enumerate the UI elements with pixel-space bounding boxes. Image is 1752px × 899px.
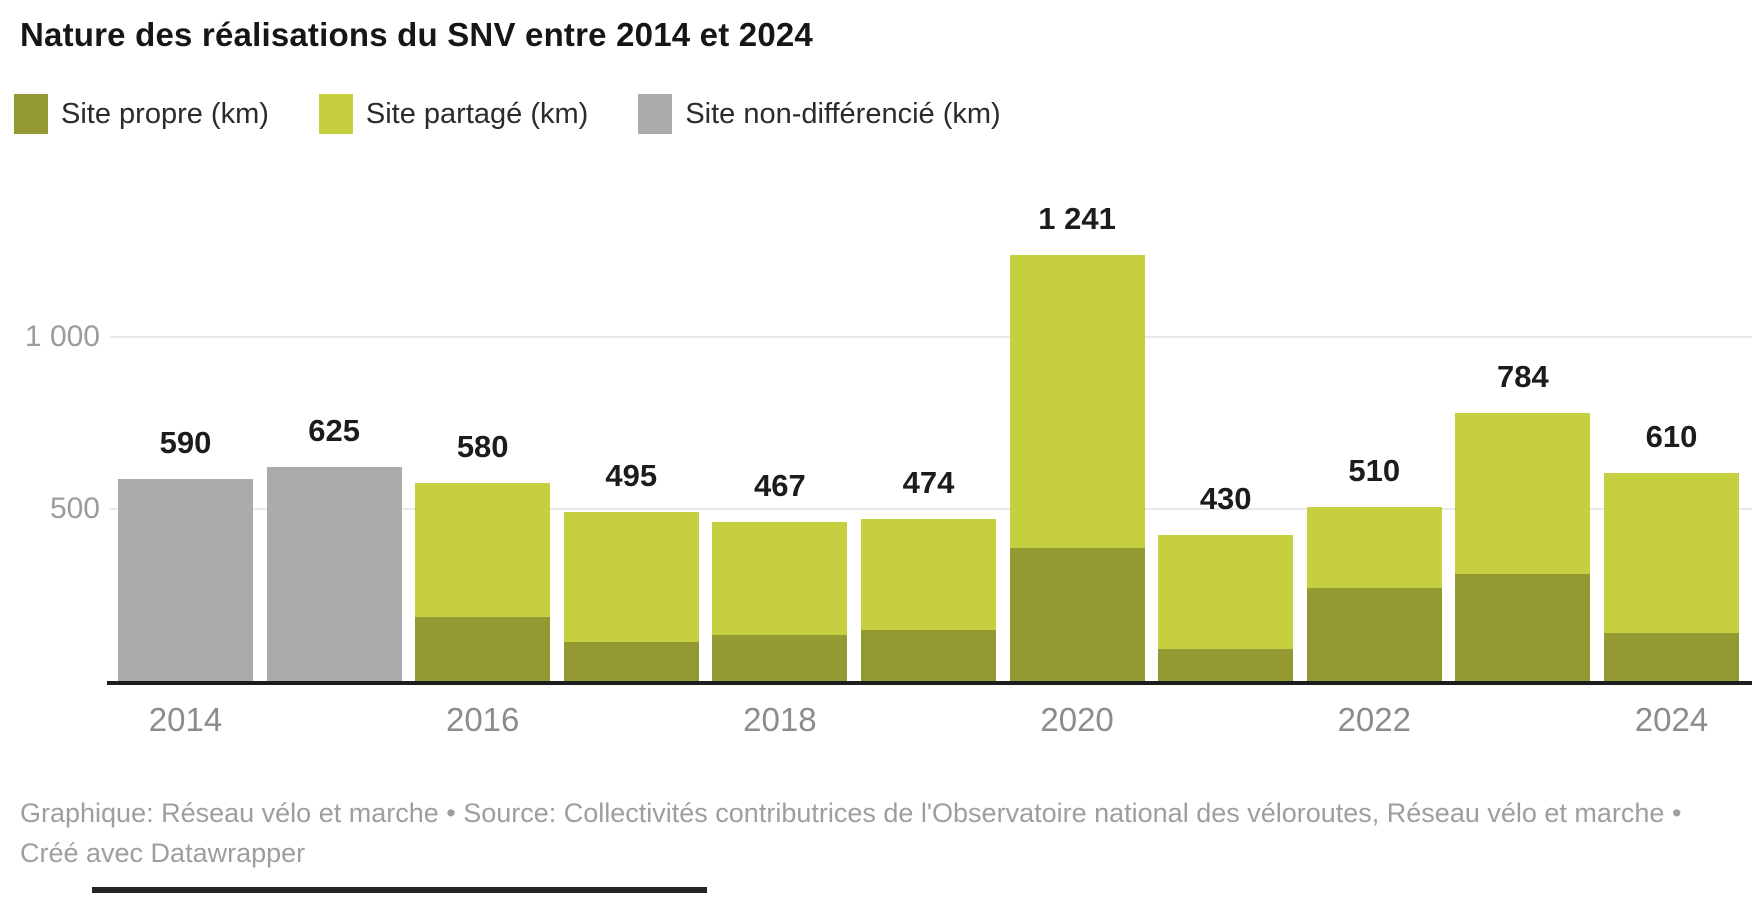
bar-segment-site-propre: [563, 641, 699, 683]
bar-segment-site-partage: [861, 519, 996, 630]
legend-item-site-non-differencie: Site non-différencié (km): [638, 94, 1001, 134]
footer-attribution: Graphique: Réseau vélo et marche • Sourc…: [20, 798, 1682, 868]
legend-item-site-partage: Site partagé (km): [318, 94, 589, 134]
bar-value-label: 510: [1348, 453, 1401, 489]
bar-segment-site-propre: [1604, 632, 1739, 683]
legend-swatch-site-partage: [318, 94, 353, 134]
bar-value-label: 625: [308, 413, 360, 449]
bar-segment-site-partage: [1158, 534, 1294, 649]
bar-value-label: 467: [754, 467, 806, 503]
bar-segment-site-partage: [1455, 412, 1591, 575]
bar-value-label: 1 241: [1038, 200, 1116, 236]
bar-value-label: 610: [1645, 418, 1698, 454]
bar-value-label: 495: [605, 458, 658, 494]
x-axis-label: 2024: [1634, 701, 1709, 738]
x-axis-label: 2020: [1040, 701, 1114, 738]
bar-segment-site-partage: [1604, 472, 1739, 633]
x-axis: 2014 2016 2018 2020 2022 2024: [0, 698, 1752, 742]
x-axis-label: 2014: [148, 701, 223, 738]
bar-segment-site-non-differencie: [118, 479, 253, 683]
bar-value-label: 784: [1497, 358, 1549, 394]
bar-segment-site-propre: [1455, 574, 1591, 683]
bar-segment-site-partage: [563, 512, 699, 642]
x-axis-label: 2022: [1337, 701, 1411, 738]
legend: Site propre (km) Site partagé (km) Site …: [14, 94, 1001, 134]
bar-segment-site-partage: [712, 521, 848, 635]
gridline-500: [110, 508, 1752, 510]
bar-value-label: 474: [902, 465, 955, 501]
x-axis-label: 2018: [743, 701, 817, 738]
bar-segment-site-propre: [415, 617, 551, 683]
bar-value-label: 430: [1199, 480, 1252, 516]
plot-area: 590 625 580 495 467 474 1 241 430 510 784 610: [0, 160, 1752, 683]
bar-segment-site-partage: [415, 482, 551, 618]
y-axis-label-1000: 1 000: [24, 320, 100, 353]
bar-segment-site-propre: [712, 634, 848, 683]
bar-segment-site-propre: [861, 629, 996, 683]
legend-item-label: Site non-différencié (km): [685, 97, 1001, 130]
legend-swatch-site-non-differencie: [638, 94, 673, 134]
legend-item-site-propre: Site propre (km): [14, 94, 269, 134]
legend-item-label: Site partagé (km): [365, 97, 589, 130]
bar-value-label: 590: [159, 425, 212, 461]
bar-segment-site-propre: [1306, 588, 1442, 683]
x-axis-label: 2016: [445, 701, 520, 738]
bar-segment-site-non-differencie: [266, 467, 402, 683]
y-axis-label-500: 500: [49, 492, 100, 525]
cropped-bottom-bar: [92, 887, 707, 893]
legend-item-label: Site propre (km): [61, 97, 269, 130]
legend-swatch-site-propre: [14, 94, 48, 134]
chart-title: Nature des réalisations du SNV entre 201…: [20, 16, 813, 53]
x-axis-line: [107, 681, 1752, 685]
bar-value-label: 580: [456, 428, 509, 464]
gridline-1000: [110, 336, 1752, 338]
bar-segment-site-propre: [1009, 548, 1145, 683]
bar-segment-site-partage: [1306, 507, 1442, 589]
bar-segment-site-propre: [1158, 648, 1294, 683]
bar-segment-site-partage: [1009, 254, 1145, 549]
